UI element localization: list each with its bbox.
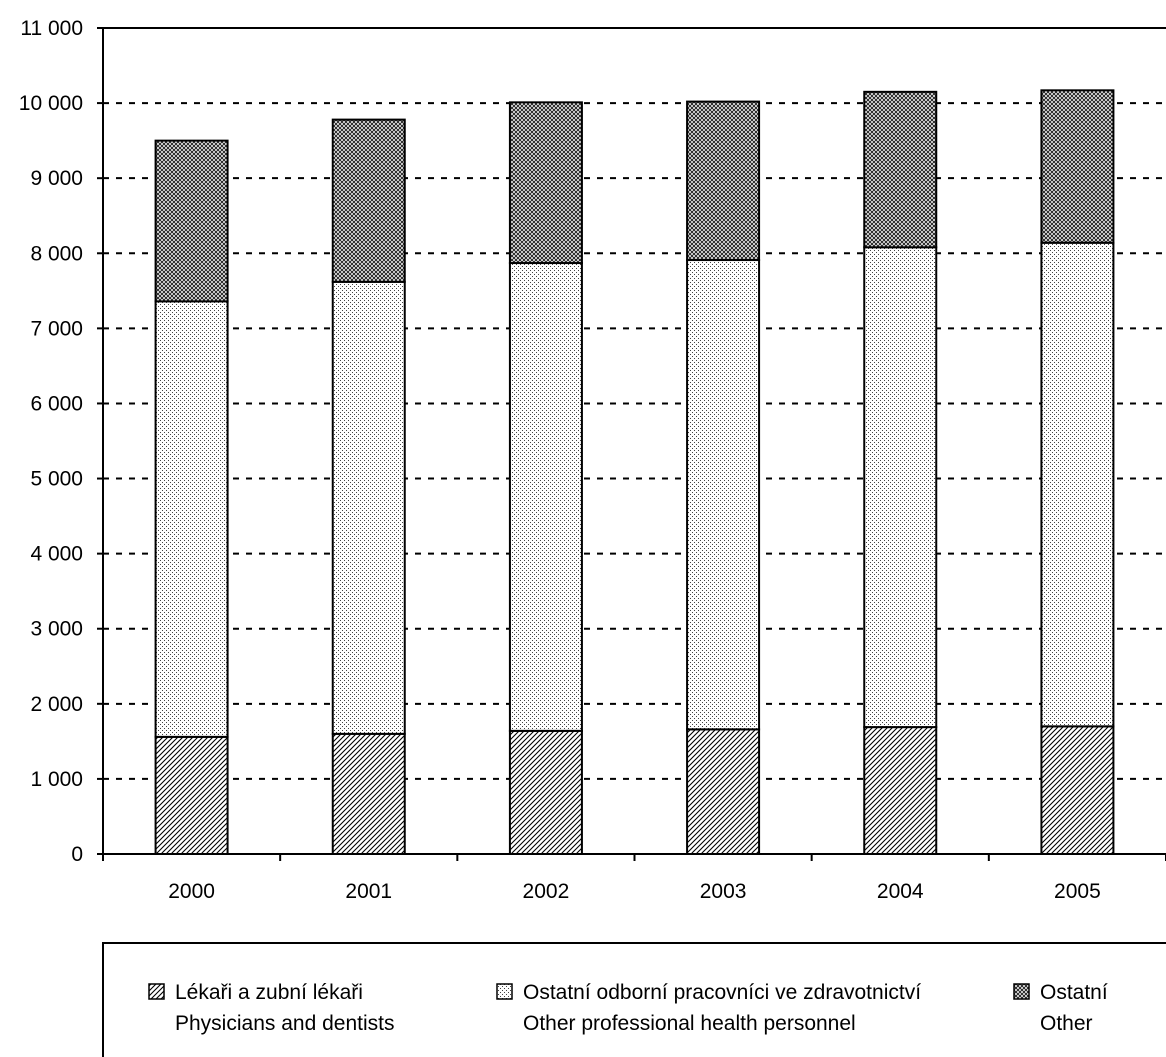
bar-segment-2002-series-2	[508, 262, 583, 732]
x-axis-tick-labels: 2000 2001 2002 2003 2004 2005	[168, 880, 1101, 903]
bar-segment-2000-series-3	[154, 139, 229, 303]
bar-segment-2001-series-2	[331, 280, 406, 735]
x-tick-label-2005: 2005	[1054, 880, 1101, 903]
bar-segment-2004-series-1	[863, 726, 938, 856]
legend-swatch-series-1	[148, 983, 165, 1000]
legend-swatch-series-3	[1013, 983, 1030, 1000]
x-tick-label-2000: 2000	[168, 880, 215, 903]
bar-segment-2003-series-2	[686, 259, 761, 731]
bar-segment-2004-series-3	[863, 90, 938, 249]
gridlines	[103, 27, 1166, 780]
x-tick-label-2004: 2004	[877, 880, 924, 903]
legend-swatch-series-2	[496, 983, 513, 1000]
y-tick-label: 6 000	[30, 392, 83, 415]
legend-label-series-1: Lékaři a zubní lékaři Physicians and dent…	[175, 981, 394, 1035]
axes	[97, 27, 1166, 861]
x-tick-label-2003: 2003	[700, 880, 747, 903]
y-tick-label: 11 000	[20, 17, 83, 40]
y-tick-label: 2 000	[30, 693, 83, 716]
legend-label-series-3: Ostatní Other	[1040, 981, 1108, 1035]
bar-segment-2001-series-1	[331, 732, 406, 856]
y-tick-label: 5 000	[30, 468, 83, 491]
y-tick-label: 7 000	[30, 317, 83, 340]
bar-segment-2002-series-3	[508, 101, 583, 265]
y-tick-label: 4 000	[30, 543, 83, 566]
bar-segment-2003-series-3	[686, 100, 761, 262]
bar-segment-2002-series-1	[508, 729, 583, 855]
y-tick-label: 3 000	[30, 618, 83, 641]
x-tick-label-2002: 2002	[523, 880, 570, 903]
y-axis-tick-labels: 0 1 000 2 000 3 000 4 000 5 000 6 000 7 000 8 00…	[19, 17, 83, 866]
legend-label-series-2: Ostatní odborní pracovníci ve zdravotnic…	[523, 981, 921, 1035]
bar-segment-2000-series-1	[154, 735, 229, 855]
bar-segment-2001-series-3	[331, 118, 406, 283]
y-tick-label: 1 000	[30, 768, 83, 791]
legend: Lékaři a zubní lékaři Physicians and dent…	[102, 942, 1166, 1057]
y-tick-label: 0	[71, 843, 83, 866]
y-tick-label: 9 000	[30, 167, 83, 190]
bar-segment-2000-series-2	[154, 300, 229, 738]
legend-box	[102, 942, 1166, 1057]
bar-segment-2003-series-1	[686, 728, 761, 856]
y-tick-label: 8 000	[30, 242, 83, 265]
bars	[154, 89, 1115, 856]
bar-segment-2005-series-3	[1040, 89, 1115, 244]
bar-segment-2004-series-2	[863, 246, 938, 729]
bar-segment-2005-series-1	[1040, 725, 1115, 856]
y-tick-label: 10 000	[19, 92, 83, 115]
x-tick-label-2001: 2001	[345, 880, 392, 903]
bar-segment-2005-series-2	[1040, 241, 1115, 728]
